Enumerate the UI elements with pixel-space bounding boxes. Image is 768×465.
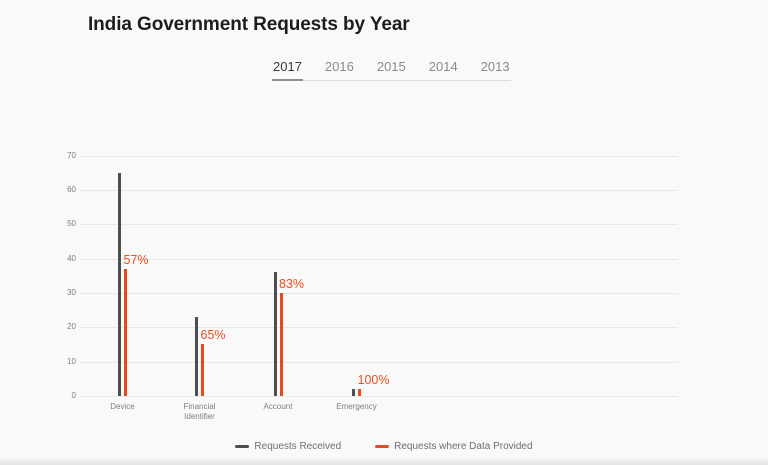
bar-requests-received-account <box>273 272 277 396</box>
tab-2016[interactable]: 2016 <box>324 59 354 74</box>
percent-label-account: 83% <box>279 276 305 291</box>
gridline <box>80 361 678 363</box>
x-axis-category-label-device: Device <box>110 402 135 411</box>
tab-2014[interactable]: 2014 <box>428 59 458 74</box>
y-axis-tick-label: 20 <box>67 322 76 332</box>
gridline <box>80 224 678 226</box>
tab-2013[interactable]: 2013 <box>480 59 510 74</box>
x-axis-category-label-emergency: Emergency <box>336 402 377 411</box>
legend-label: Requests where Data Provided <box>394 441 533 452</box>
gridline <box>80 155 678 157</box>
bar-requests-received-device <box>118 172 121 396</box>
bar-requests-where-data-provided-account <box>279 292 283 396</box>
gridline <box>80 327 678 329</box>
legend-item-requests-received: Requests Received <box>235 441 341 452</box>
y-axis-tick-label: 70 <box>67 150 76 160</box>
x-axis-category-label-account: Account <box>263 402 293 411</box>
bar-requests-received-emergency <box>352 389 355 396</box>
gridline <box>80 258 678 260</box>
legend-marker-requests-where-data-provided <box>375 445 390 448</box>
y-axis-tick-label: 10 <box>67 356 76 366</box>
bar-requests-where-data-provided-emergency <box>358 389 361 396</box>
percent-label-emergency: 100% <box>357 373 390 388</box>
page-title: India Government Requests by Year <box>88 14 410 35</box>
tab-2015[interactable]: 2015 <box>376 59 406 74</box>
y-axis-tick-label: 60 <box>67 184 76 194</box>
y-axis-tick-label: 30 <box>67 287 76 297</box>
legend-label: Requests Received <box>254 441 342 452</box>
x-axis-category-label-financial-identifier: Financial Identifier <box>183 402 216 421</box>
y-axis-tick-label: 40 <box>67 253 76 263</box>
gridline <box>80 189 678 191</box>
bar-requests-received-financial-identifier <box>195 316 198 396</box>
percent-label-financial-identifier: 65% <box>200 328 226 343</box>
legend-marker-requests-received <box>235 445 250 448</box>
bar-requests-where-data-provided-device <box>124 268 127 396</box>
gridline <box>80 396 678 397</box>
percent-label-device: 57% <box>123 252 149 267</box>
year-tabs: 2017 2016 2015 2014 2013 <box>272 57 511 81</box>
y-axis-tick-label: 50 <box>67 219 76 229</box>
bar-requests-where-data-provided-financial-identifier <box>201 344 204 396</box>
gridline <box>80 292 678 294</box>
legend-item-requests-where-data-provided: Requests where Data Provided <box>375 441 533 452</box>
tab-2017[interactable]: 2017 <box>272 57 303 81</box>
chart-legend: Requests Received Requests where Data Pro… <box>0 441 768 452</box>
y-axis-tick-label: 0 <box>71 391 76 400</box>
